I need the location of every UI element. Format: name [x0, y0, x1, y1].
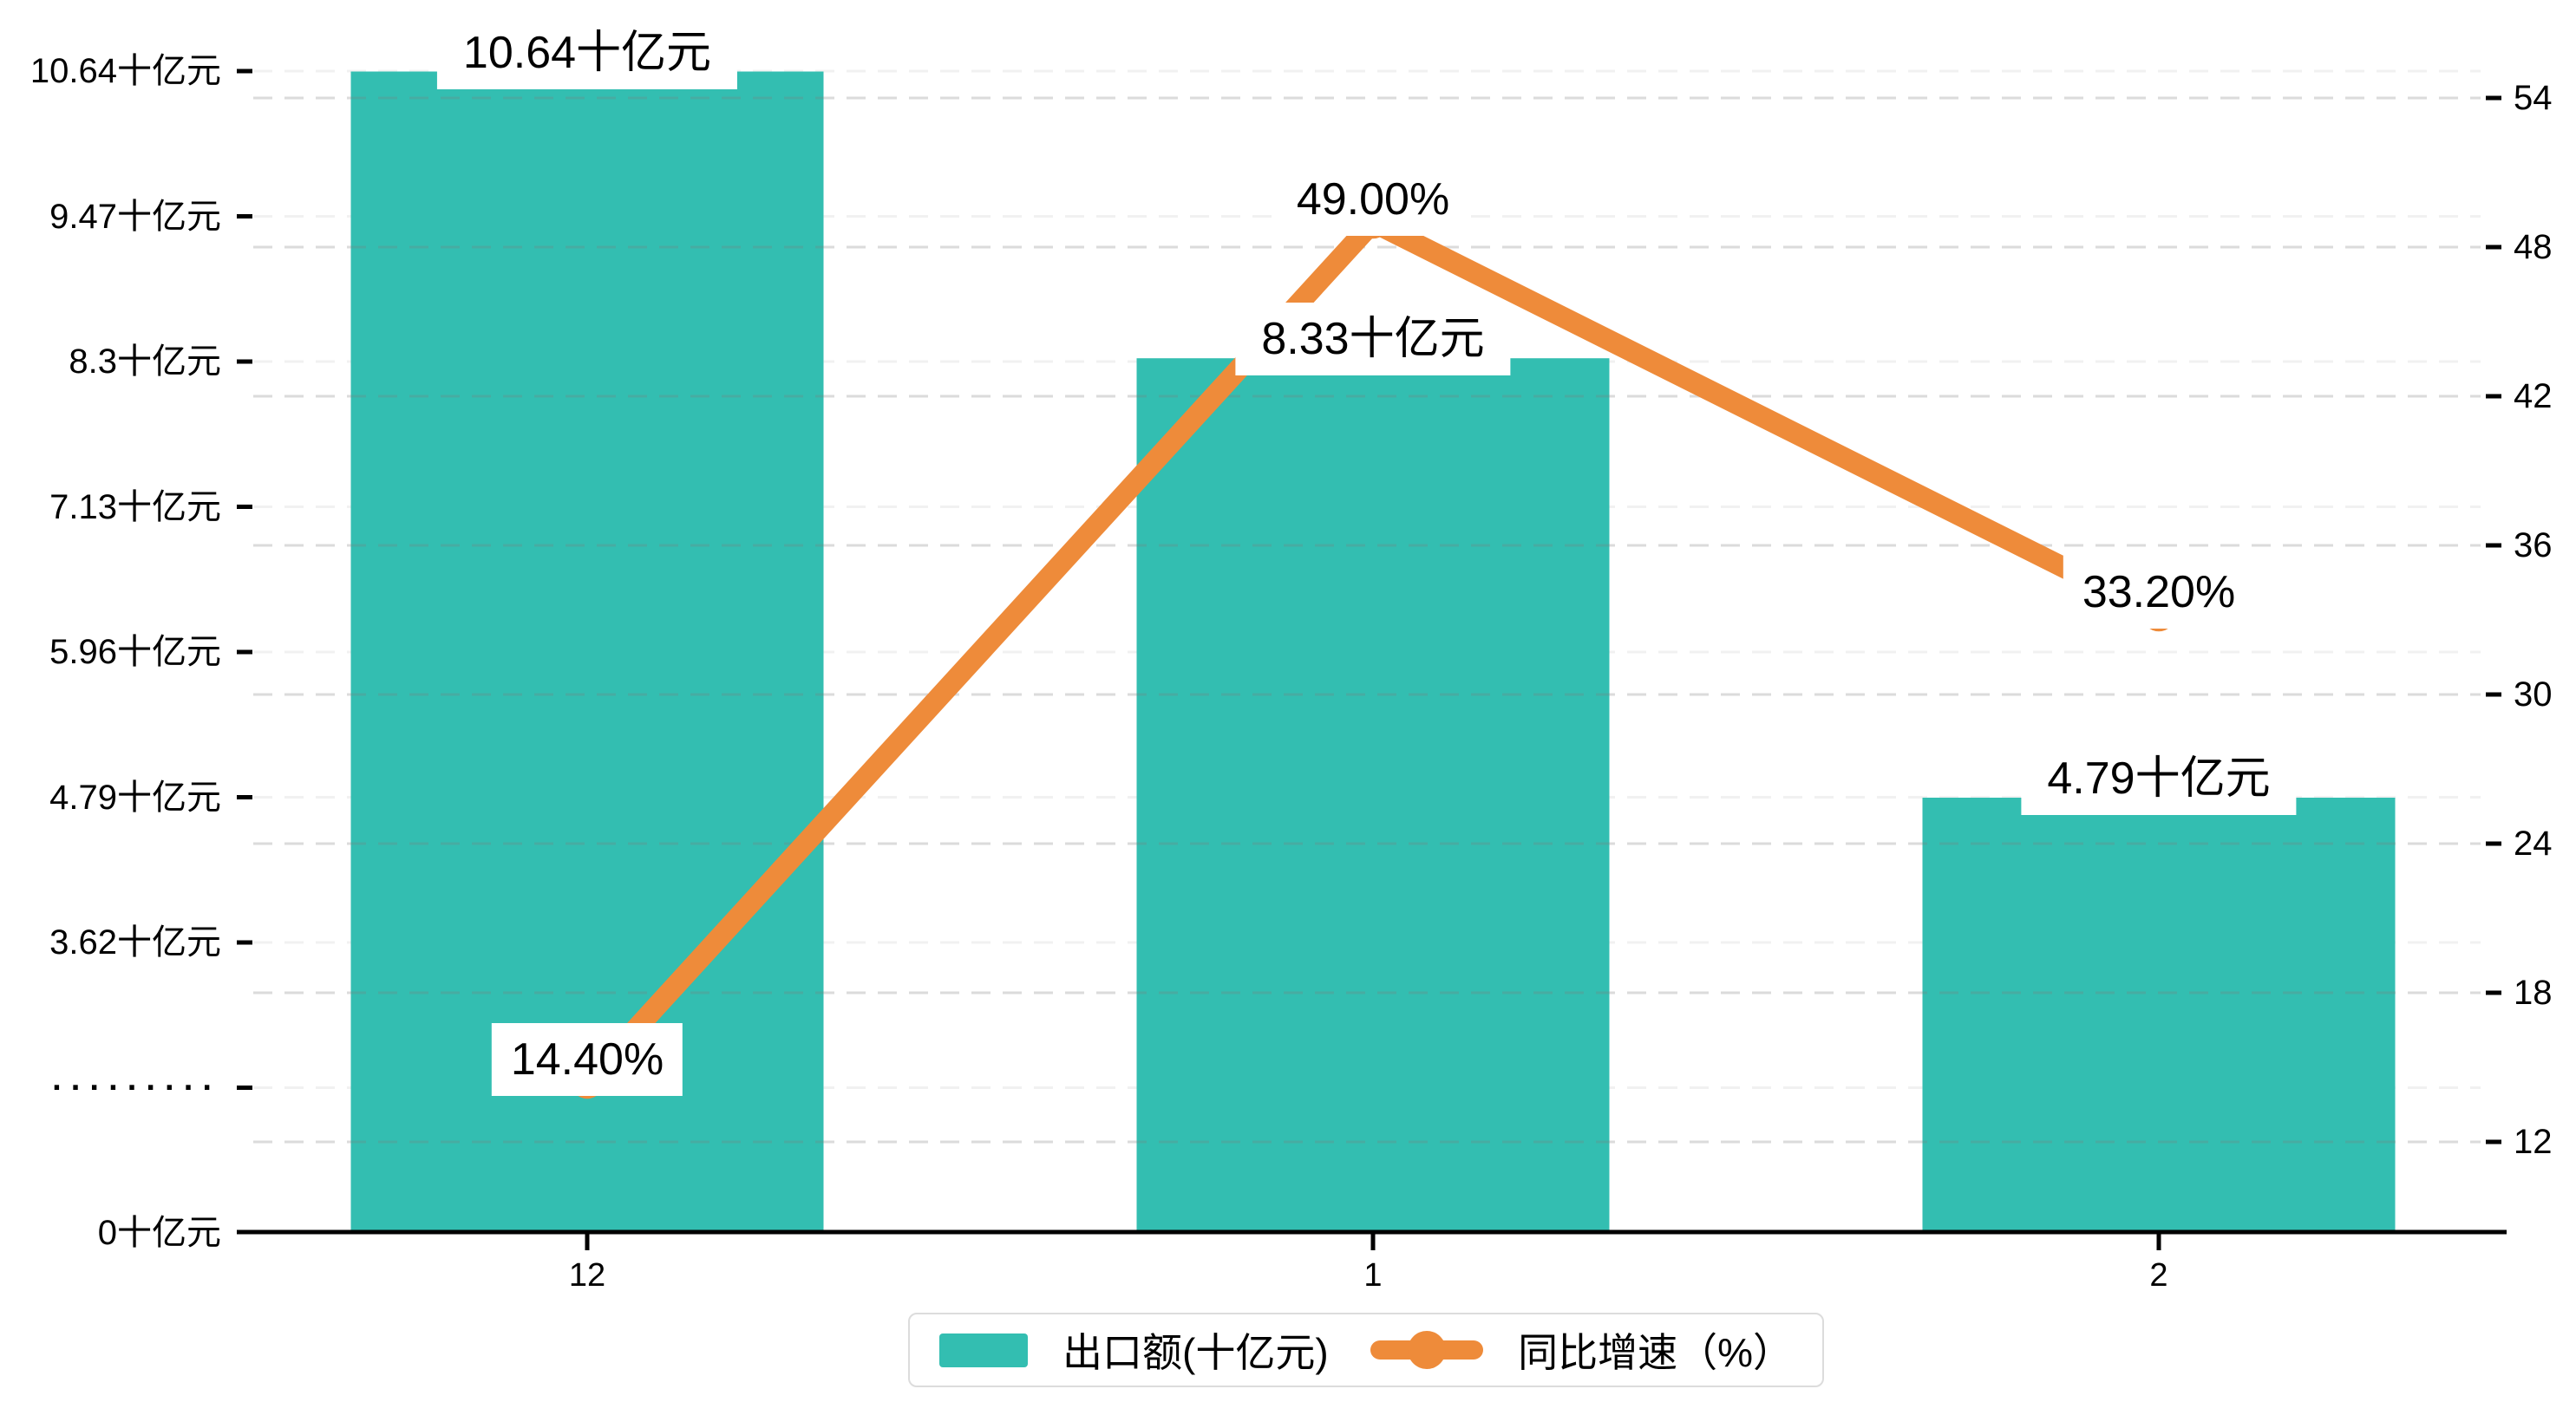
left-axis-tick-label: 4.79十亿元	[49, 778, 221, 817]
left-axis-tick-label: 10.64十亿元	[29, 52, 221, 90]
left-axis-tick-label: 0十亿元	[97, 1214, 221, 1252]
line-series-swatch-icon	[1370, 1331, 1484, 1369]
line-value-label: 33.20%	[2063, 556, 2255, 629]
bar-series-swatch-icon	[939, 1333, 1028, 1367]
legend-item-bar-series[interactable]: 出口额(十亿元)	[939, 1321, 1329, 1379]
line-value-label: 14.40%	[491, 1023, 683, 1097]
left-axis-tick-label: 9.47十亿元	[49, 197, 221, 236]
right-axis-tick-label: 36	[2514, 526, 2553, 564]
left-axis-tick-label: 5.96十亿元	[49, 633, 221, 671]
right-axis-tick-label: 48	[2514, 228, 2553, 266]
right-axis-tick-label: 30	[2514, 675, 2553, 714]
left-axis-break-label: ·········	[52, 1069, 221, 1106]
bar-2	[1922, 798, 2396, 1232]
right-axis-tick-label: 42	[2514, 377, 2553, 415]
line-series-dot-icon	[1408, 1331, 1447, 1369]
x-axis-label-12: 12	[568, 1257, 606, 1294]
left-axis-tick-label: 3.62十亿元	[49, 923, 221, 962]
right-axis-tick-label: 54	[2514, 79, 2553, 117]
legend-item-line-series[interactable]: 同比增速（%）	[1370, 1321, 1793, 1379]
bar-value-label: 8.33十亿元	[1235, 303, 1511, 376]
x-axis-label-1: 1	[1363, 1257, 1383, 1294]
legend-item-label: 出口额(十亿元)	[1062, 1330, 1329, 1375]
x-axis-label-2: 2	[2149, 1257, 2168, 1294]
right-axis-tick-label: 24	[2514, 825, 2553, 863]
bar-value-label: 10.64十亿元	[436, 16, 738, 89]
left-axis-tick-label: 8.3十亿元	[69, 342, 221, 381]
bar-1	[1136, 358, 1610, 1232]
right-axis-tick-label: 18	[2514, 974, 2553, 1012]
legend: 出口额(十亿元) 同比增速（%）	[908, 1313, 1824, 1387]
right-axis-tick-label: 12	[2514, 1123, 2553, 1161]
bar-value-label: 4.79十亿元	[2021, 742, 2297, 815]
line-value-label: 49.00%	[1277, 163, 1469, 237]
legend-item-label: 同比增速（%）	[1518, 1330, 1793, 1375]
left-axis-tick-label: 7.13十亿元	[49, 487, 221, 526]
